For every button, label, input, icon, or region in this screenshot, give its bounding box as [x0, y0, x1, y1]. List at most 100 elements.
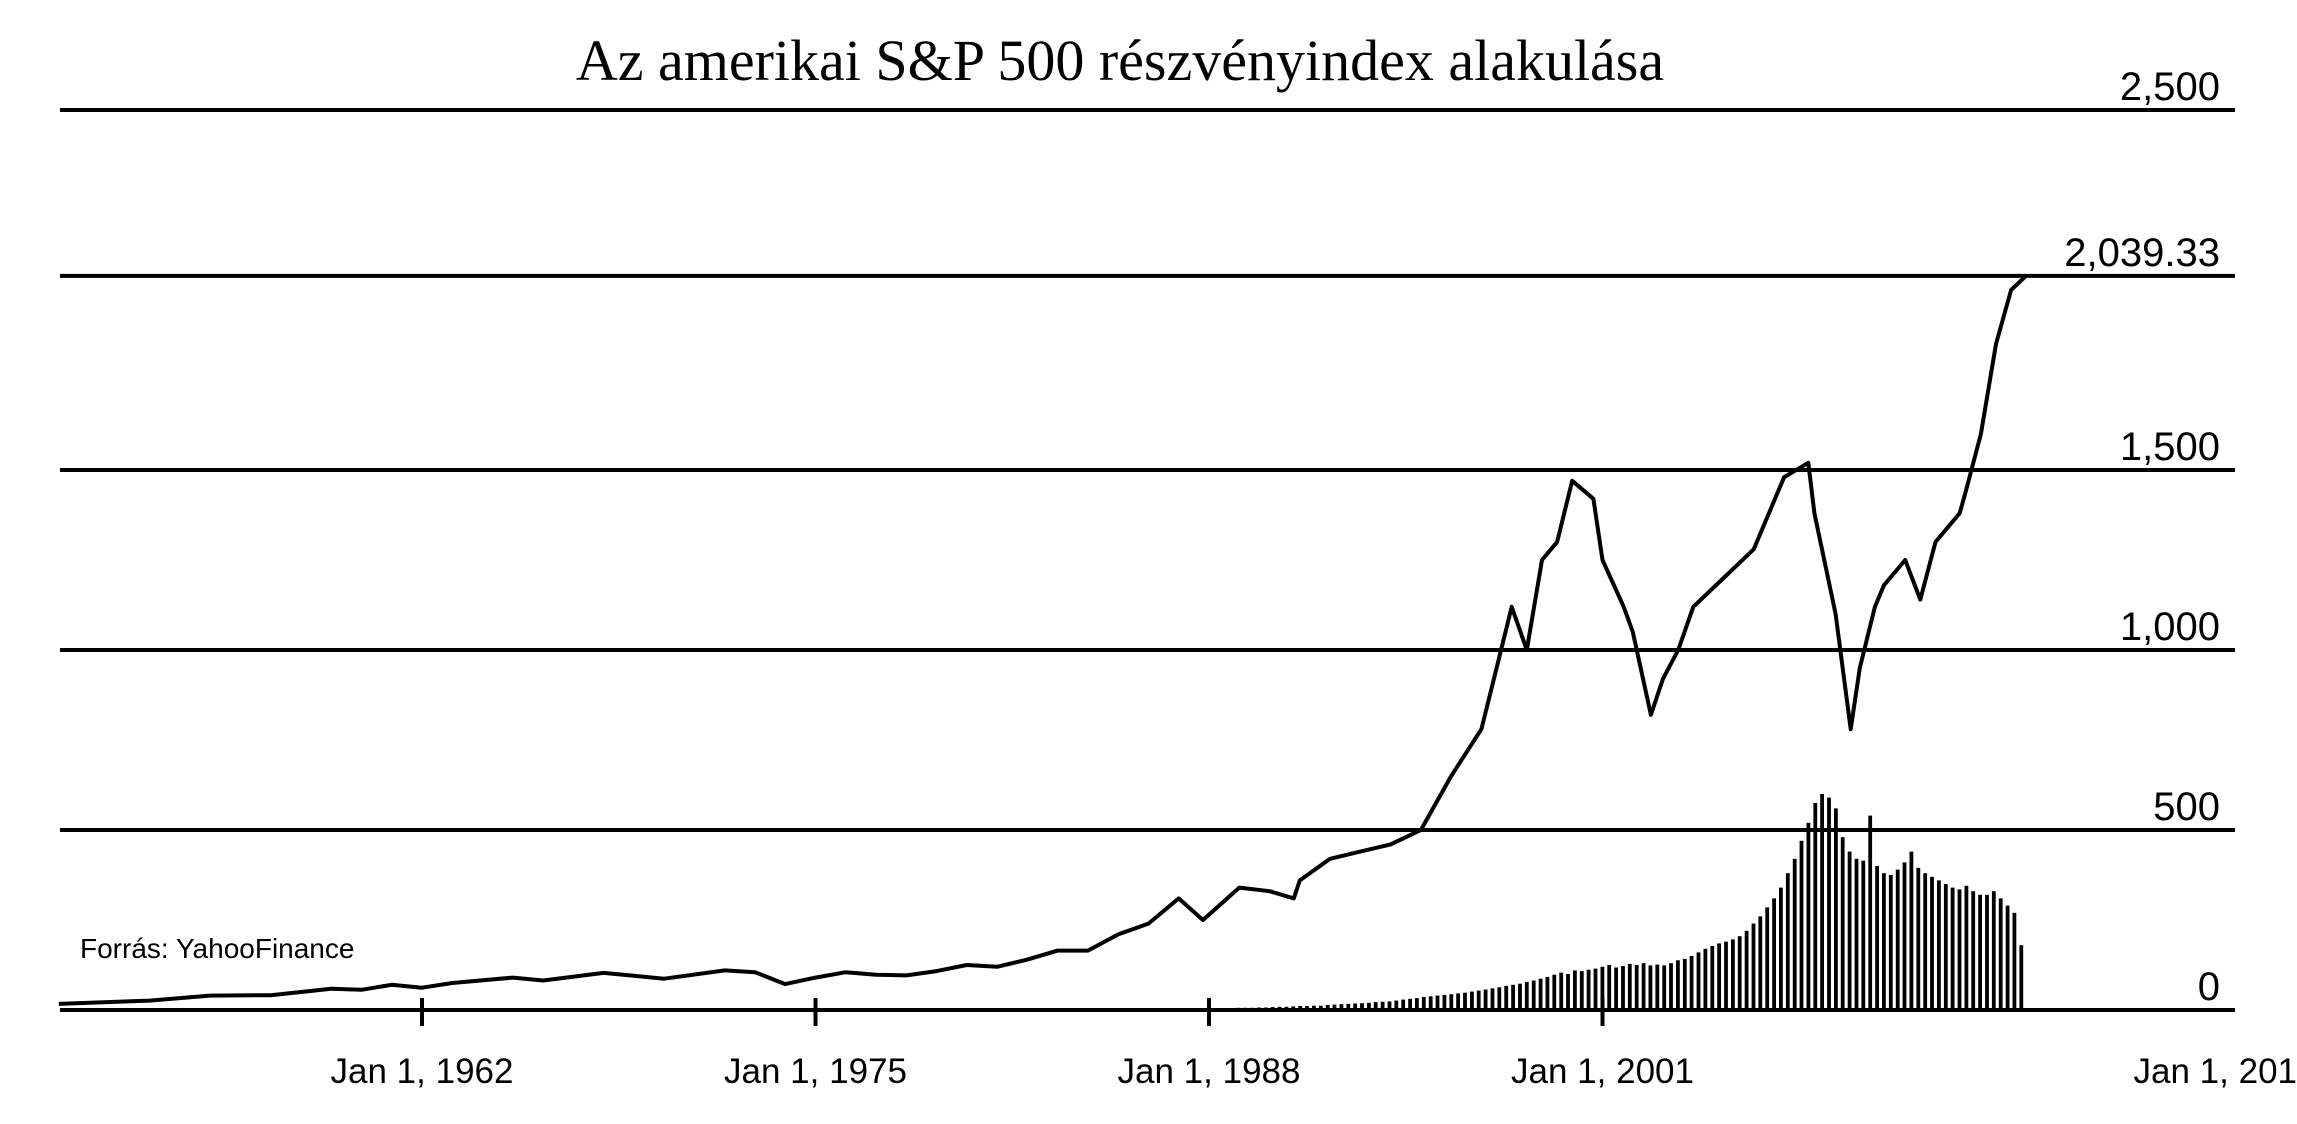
volume-bar [2019, 945, 2024, 1010]
source-label: Forrás: YahooFinance [80, 933, 354, 964]
volume-bar [1380, 1001, 1385, 1010]
volume-bar [1779, 887, 1783, 1010]
volume-bar [1648, 965, 1653, 1010]
volume-bar [1868, 815, 1873, 1010]
x-tick-label: Jan 1, 2014 [2134, 1052, 2297, 1091]
volume-bar [1888, 875, 1893, 1010]
volume-bar [1676, 960, 1680, 1010]
volume-bar [1840, 837, 1845, 1010]
volume-bar [1346, 1003, 1351, 1010]
volume-bar [1696, 952, 1701, 1010]
volume-bar [1737, 936, 1742, 1010]
volume-bar [1971, 891, 1976, 1010]
volume-bar [1861, 860, 1866, 1010]
volume-bar [1298, 1006, 1303, 1010]
volume-bar [1545, 976, 1550, 1010]
volume-bar [1456, 993, 1460, 1010]
volume-bar [1731, 939, 1735, 1010]
volume-bar [1504, 985, 1509, 1010]
y-tick-label: 2,500 [2120, 65, 2220, 109]
volume-bar [1415, 998, 1419, 1010]
volume-bar [1421, 997, 1426, 1010]
volume-bar [1669, 963, 1673, 1010]
volume-bar [1243, 1007, 1248, 1010]
volume-bar [1916, 867, 1921, 1010]
volume-bar [1483, 989, 1488, 1010]
x-axis: Jan 1, 1962 Jan 1, 1975 Jan 1, 1988 Jan 1, … [331, 998, 2297, 1091]
gridlines [60, 108, 2235, 1012]
volume-bar [1744, 930, 1749, 1010]
volume-bar [1813, 803, 1818, 1010]
volume-bar [1689, 956, 1694, 1010]
volume-bar [1470, 991, 1474, 1010]
y-axis-labels: 0 500 1,000 1,500 2,500 2,039.33 [2064, 65, 2220, 1009]
x-tick-label: Jan 1, 2001 [1511, 1052, 1694, 1091]
volume-bar [1943, 884, 1948, 1010]
volume-bar [1566, 974, 1570, 1010]
volume-bar [1717, 943, 1721, 1010]
volume-bar [1586, 969, 1591, 1010]
volume-bar [1325, 1005, 1330, 1010]
current-value-label: 2,039.33 [2064, 231, 2220, 275]
volume-bar [1799, 840, 1804, 1010]
volume-bar [1236, 1007, 1241, 1010]
volume-bar [1964, 885, 1969, 1010]
volume-bar [2005, 905, 2010, 1010]
volume-bar [1806, 822, 1811, 1010]
volume-bar [1785, 873, 1790, 1010]
volume-bar [1682, 958, 1687, 1010]
volume-bar [1490, 988, 1495, 1010]
volume-bar [1476, 990, 1481, 1010]
volume-bar [1229, 1008, 1234, 1010]
volume-bar [1263, 1007, 1268, 1010]
volume-bar [1284, 1006, 1289, 1010]
volume-bar [1401, 999, 1406, 1010]
volume-bar [1531, 980, 1536, 1010]
y-tick-label: 500 [2153, 785, 2220, 829]
volume-bar [1222, 1008, 1227, 1010]
volume-bar [1312, 1005, 1316, 1010]
volume-bar [1353, 1003, 1357, 1010]
volume-bar [1538, 978, 1543, 1010]
volume-bar [1435, 995, 1440, 1010]
volume-bar [1991, 891, 1996, 1010]
volume-bar [1428, 996, 1433, 1010]
volume-bar [1305, 1006, 1309, 1010]
volume-bar [1318, 1005, 1323, 1010]
volume-bar [1621, 966, 1625, 1010]
volume-bar [1573, 970, 1577, 1010]
volume-bar [1442, 994, 1447, 1010]
volume-bar [1847, 851, 1852, 1010]
volume-bar [1909, 851, 1914, 1010]
y-tick-label: 1,000 [2120, 605, 2220, 649]
volume-bar [1998, 898, 2003, 1010]
volume-bar [1662, 965, 1667, 1010]
y-tick-label: 1,500 [2120, 425, 2220, 469]
volume-bar [1875, 866, 1879, 1010]
volume-bar [1895, 869, 1900, 1010]
volume-bar [1882, 873, 1886, 1010]
volume-bars [1209, 794, 2024, 1010]
volume-bar [1497, 987, 1502, 1010]
volume-bar [1765, 907, 1770, 1010]
volume-bar [1937, 880, 1941, 1010]
volume-bar [1792, 858, 1797, 1010]
y-tick-label: 0 [2198, 965, 2220, 1009]
volume-bar [1339, 1004, 1344, 1010]
volume-bar [1772, 898, 1776, 1010]
volume-bar [1449, 994, 1454, 1010]
volume-bar [1600, 966, 1605, 1010]
volume-bar [1215, 1008, 1220, 1010]
volume-bar [2012, 912, 2017, 1010]
volume-bar [1751, 923, 1756, 1010]
volume-bar [1930, 876, 1934, 1010]
volume-bar [1627, 963, 1632, 1010]
volume-bar [1641, 963, 1646, 1010]
x-tick-label: Jan 1, 1988 [1118, 1052, 1301, 1091]
volume-bar [1394, 1000, 1399, 1010]
volume-bar [1257, 1007, 1261, 1010]
volume-bar [1373, 1002, 1378, 1010]
volume-bar [1827, 797, 1831, 1010]
volume-bar [1367, 1002, 1371, 1010]
